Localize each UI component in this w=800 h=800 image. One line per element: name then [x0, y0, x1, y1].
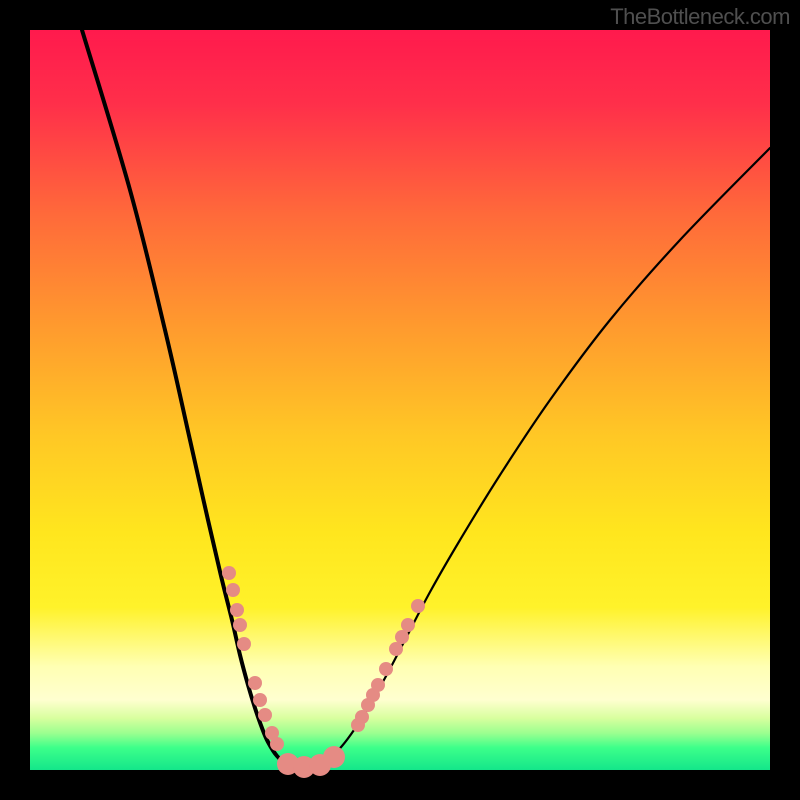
marker-dot	[230, 603, 244, 617]
marker-dot	[371, 678, 385, 692]
marker-dot	[237, 637, 251, 651]
marker-dot	[411, 599, 425, 613]
marker-dot	[258, 708, 272, 722]
gradient-background	[30, 30, 770, 770]
marker-dot	[233, 618, 247, 632]
marker-dot	[323, 746, 345, 768]
marker-dot	[389, 642, 403, 656]
watermark-text: TheBottleneck.com	[610, 4, 790, 30]
marker-dot	[379, 662, 393, 676]
marker-dot	[222, 566, 236, 580]
marker-dot	[401, 618, 415, 632]
chart-frame: TheBottleneck.com	[0, 0, 800, 800]
bottleneck-curve-chart	[0, 0, 800, 800]
marker-dot	[395, 630, 409, 644]
marker-dot	[248, 676, 262, 690]
marker-dot	[355, 710, 369, 724]
marker-dot	[253, 693, 267, 707]
marker-dot	[226, 583, 240, 597]
marker-dot	[270, 737, 284, 751]
